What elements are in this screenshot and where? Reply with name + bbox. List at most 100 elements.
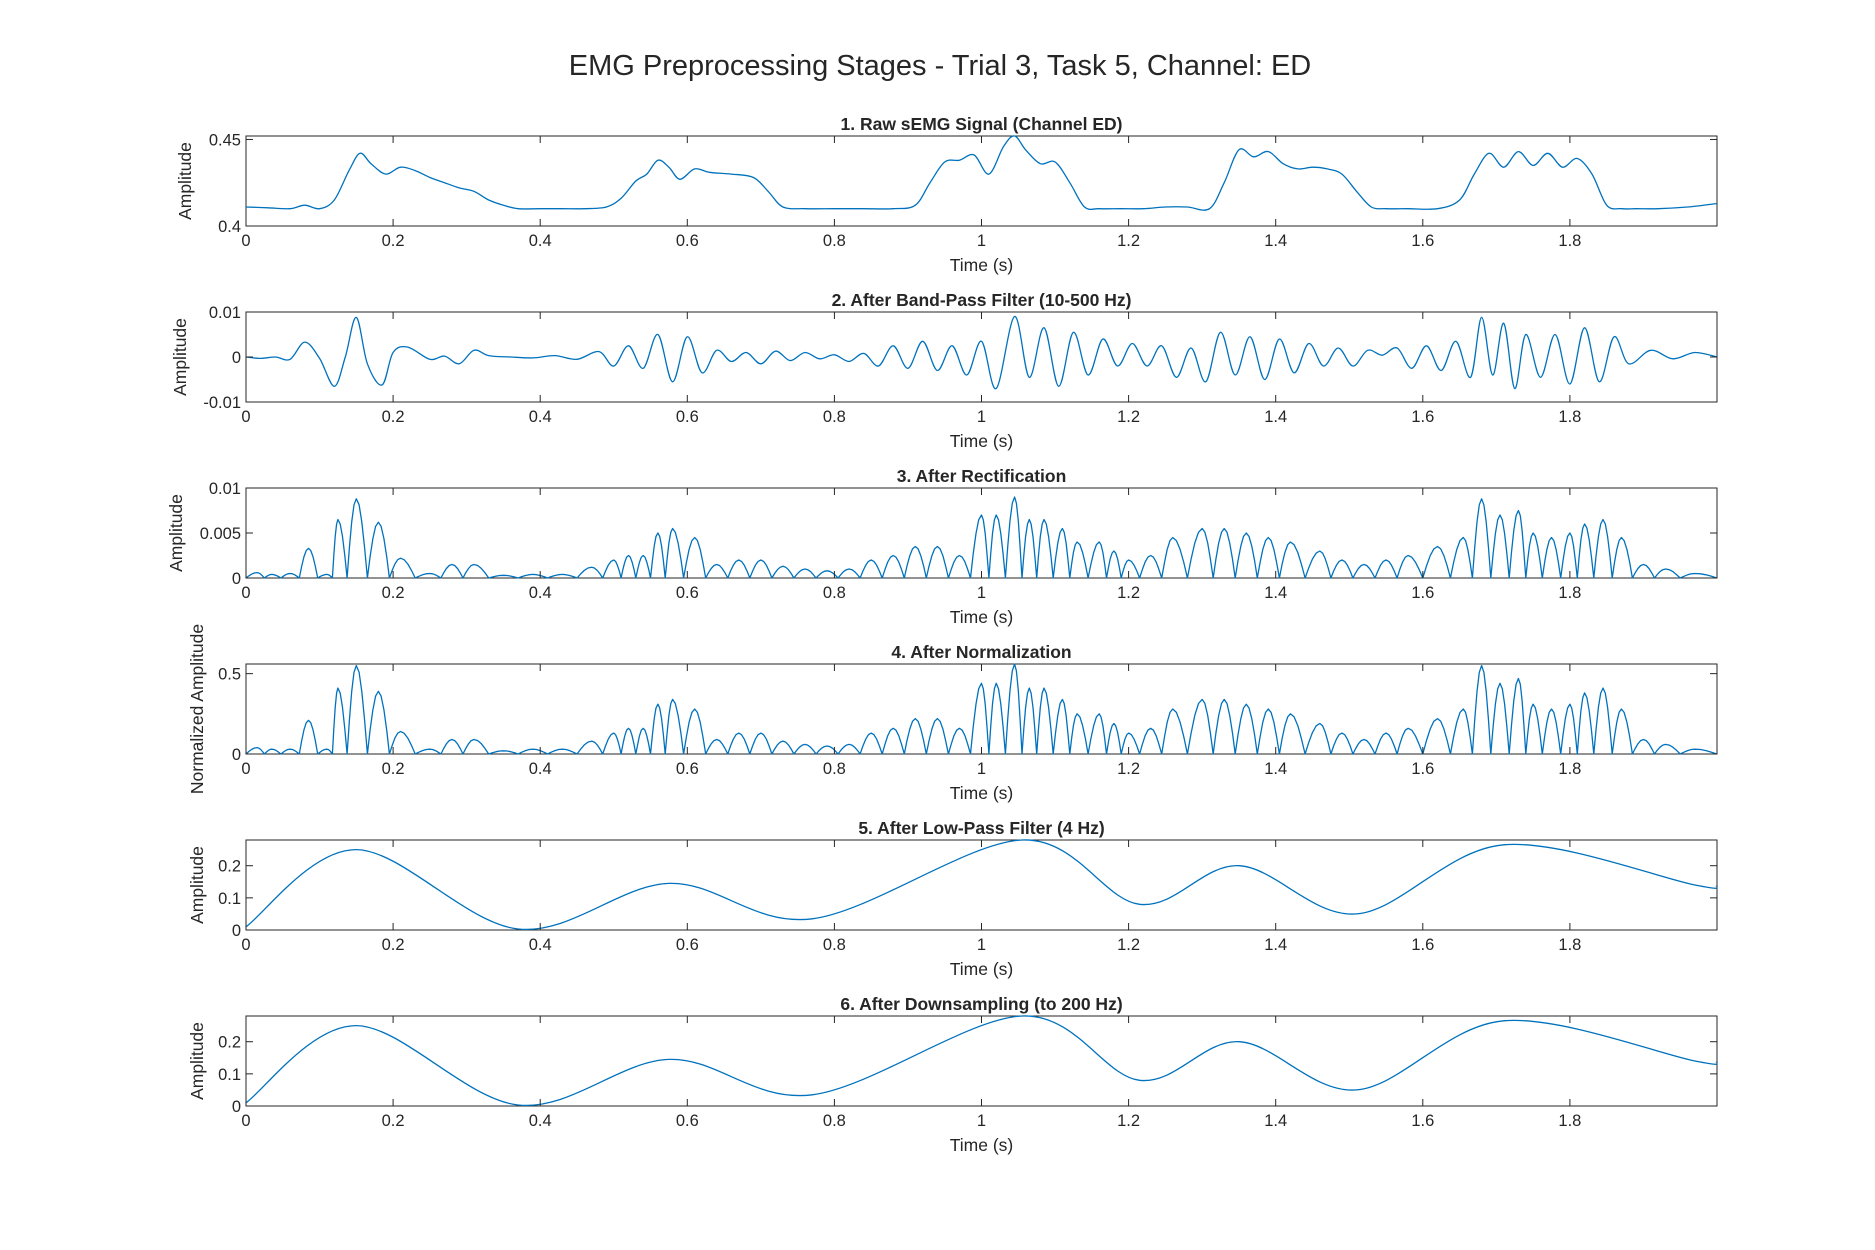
x-axis-label: Time (s) bbox=[950, 783, 1014, 803]
y-tick-label: 0.2 bbox=[218, 1034, 241, 1052]
x-tick-label: 1.6 bbox=[1411, 584, 1434, 602]
subplot-title: 2. After Band-Pass Filter (10-500 Hz) bbox=[832, 290, 1132, 310]
x-tick-label: 1.2 bbox=[1117, 584, 1140, 602]
x-axis-label: Time (s) bbox=[950, 959, 1014, 979]
x-tick-label: 0 bbox=[241, 936, 250, 954]
x-tick-label: 0.8 bbox=[823, 1112, 846, 1130]
y-axis-label: Amplitude bbox=[166, 494, 186, 572]
subplots: 0 0.2 0.4 0.6 0.8 1 1.2 1.4 1.6 1.8 0.4 0.45 1. Raw … bbox=[166, 114, 1718, 1155]
x-tick-label: 1 bbox=[977, 760, 986, 778]
x-tick-label: 1.8 bbox=[1558, 936, 1581, 954]
y-tick-label: 0.1 bbox=[218, 890, 241, 908]
x-tick-label: 0.8 bbox=[823, 584, 846, 602]
x-tick-label: 0.4 bbox=[529, 760, 552, 778]
x-tick-label: 1.4 bbox=[1264, 232, 1287, 250]
y-tick-label: 0 bbox=[232, 349, 241, 367]
subplot-3: 0 0.2 0.4 0.6 0.8 1 1.2 1.4 1.6 1.8 0 0.005 0.01 3. A… bbox=[166, 466, 1718, 627]
x-tick-label: 1.2 bbox=[1117, 232, 1140, 250]
y-tick-label: 0 bbox=[232, 746, 241, 764]
x-tick-label: 0.2 bbox=[382, 584, 405, 602]
x-tick-label: 0.2 bbox=[382, 760, 405, 778]
x-tick-label: 0.6 bbox=[676, 936, 699, 954]
x-tick-label: 1.6 bbox=[1411, 408, 1434, 426]
x-tick-label: 0.4 bbox=[529, 584, 552, 602]
x-tick-label: 1 bbox=[977, 232, 986, 250]
x-tick-label: 1.4 bbox=[1264, 936, 1287, 954]
x-tick-label: 0 bbox=[241, 232, 250, 250]
x-tick-label: 1.4 bbox=[1264, 1112, 1287, 1130]
y-tick-label: 0.01 bbox=[209, 480, 241, 498]
x-tick-label: 0.2 bbox=[382, 408, 405, 426]
y-axis-label: Amplitude bbox=[170, 318, 190, 396]
x-axis-label: Time (s) bbox=[950, 607, 1014, 627]
y-tick-label: 0 bbox=[232, 1098, 241, 1116]
x-tick-label: 0 bbox=[241, 1112, 250, 1130]
x-tick-label: 0.6 bbox=[676, 584, 699, 602]
subplot-title: 4. After Normalization bbox=[891, 642, 1071, 662]
figure-title: EMG Preprocessing Stages - Trial 3, Task… bbox=[569, 50, 1312, 82]
x-tick-label: 0.6 bbox=[676, 1112, 699, 1130]
y-tick-label: 0 bbox=[232, 570, 241, 588]
x-tick-label: 0.2 bbox=[382, 936, 405, 954]
subplot-1: 0 0.2 0.4 0.6 0.8 1 1.2 1.4 1.6 1.8 0.4 0.45 1. Raw … bbox=[175, 114, 1718, 275]
x-tick-label: 0.6 bbox=[676, 232, 699, 250]
x-tick-label: 1.6 bbox=[1411, 232, 1434, 250]
y-tick-label: 0.5 bbox=[218, 666, 241, 684]
x-tick-label: 0.8 bbox=[823, 936, 846, 954]
x-tick-label: 0.2 bbox=[382, 1112, 405, 1130]
x-axis-label: Time (s) bbox=[950, 255, 1014, 275]
x-tick-label: 1.8 bbox=[1558, 584, 1581, 602]
x-tick-label: 0.8 bbox=[823, 232, 846, 250]
x-tick-label: 0.4 bbox=[529, 936, 552, 954]
subplot-title: 5. After Low-Pass Filter (4 Hz) bbox=[858, 818, 1104, 838]
series-line bbox=[246, 1015, 1717, 1107]
y-axis-label: Amplitude bbox=[187, 1022, 207, 1100]
subplot-title: 6. After Downsampling (to 200 Hz) bbox=[840, 994, 1122, 1014]
x-tick-label: 1.8 bbox=[1558, 760, 1581, 778]
x-tick-label: 1.6 bbox=[1411, 1112, 1434, 1130]
plot-area bbox=[245, 1015, 1718, 1107]
y-tick-label: 0.4 bbox=[218, 218, 241, 236]
x-tick-label: 0.8 bbox=[823, 760, 846, 778]
x-tick-label: 1 bbox=[977, 408, 986, 426]
x-tick-label: 0.8 bbox=[823, 408, 846, 426]
x-axis-label: Time (s) bbox=[950, 1135, 1014, 1155]
y-tick-label: 0.1 bbox=[218, 1066, 241, 1084]
x-tick-label: 0 bbox=[241, 408, 250, 426]
y-tick-label: 0 bbox=[232, 922, 241, 940]
plot-area bbox=[245, 839, 1718, 931]
x-tick-label: 0.6 bbox=[676, 408, 699, 426]
x-tick-label: 1 bbox=[977, 584, 986, 602]
x-tick-label: 1 bbox=[977, 936, 986, 954]
subplot-4: 0 0.2 0.4 0.6 0.8 1 1.2 1.4 1.6 1.8 0 0.5 4. After N… bbox=[187, 624, 1718, 803]
y-tick-label: 0.2 bbox=[218, 858, 241, 876]
x-tick-label: 1.6 bbox=[1411, 936, 1434, 954]
x-tick-label: 1.4 bbox=[1264, 584, 1287, 602]
y-axis-label: Amplitude bbox=[187, 846, 207, 924]
plot-area bbox=[245, 135, 1718, 227]
x-tick-label: 0 bbox=[241, 760, 250, 778]
x-tick-label: 1.4 bbox=[1264, 760, 1287, 778]
series-line bbox=[246, 315, 1717, 390]
series-line bbox=[246, 496, 1717, 579]
x-tick-label: 1.6 bbox=[1411, 760, 1434, 778]
plot-area bbox=[245, 311, 1718, 403]
y-tick-label: 0.01 bbox=[209, 304, 241, 322]
subplot-5: 0 0.2 0.4 0.6 0.8 1 1.2 1.4 1.6 1.8 0 0.1 0.2 5. Afte… bbox=[187, 818, 1718, 979]
x-tick-label: 1 bbox=[977, 1112, 986, 1130]
x-tick-label: 1.2 bbox=[1117, 936, 1140, 954]
y-axis-label: Amplitude bbox=[175, 142, 195, 220]
y-axis-label: Normalized Amplitude bbox=[187, 624, 207, 794]
series-line bbox=[246, 839, 1717, 931]
plot-area bbox=[245, 663, 1718, 755]
series-line bbox=[246, 663, 1717, 755]
x-tick-label: 0.4 bbox=[529, 408, 552, 426]
y-tick-label: 0.45 bbox=[209, 131, 241, 149]
x-axis-label: Time (s) bbox=[950, 431, 1014, 451]
x-tick-label: 0 bbox=[241, 584, 250, 602]
x-tick-label: 1.8 bbox=[1558, 232, 1581, 250]
x-tick-label: 1.2 bbox=[1117, 408, 1140, 426]
x-tick-label: 0.4 bbox=[529, 1112, 552, 1130]
